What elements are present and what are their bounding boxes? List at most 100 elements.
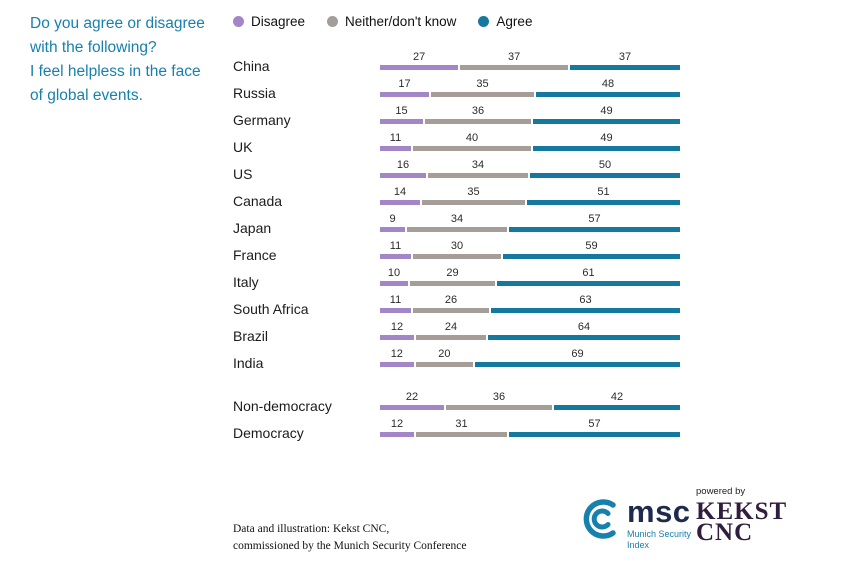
row-label: Germany [233,112,291,128]
legend-dot-disagree-icon [233,16,244,27]
bar-segment-neither: 37 [460,51,570,70]
value-label: 49 [600,132,613,144]
chart-row: Germany 15 36 49 [233,105,680,128]
row-label: India [233,355,264,371]
row-bars: 22 36 42 [380,391,680,410]
msc-spiral-icon [583,499,616,539]
bar-fill [380,405,444,410]
bar-segment-disagree: 15 [380,105,425,124]
bar-segment-disagree: 11 [380,294,413,313]
bar-segment-agree: 57 [509,418,680,437]
bar-fill [527,200,680,205]
row-bars: 12 20 69 [380,348,680,367]
chart-row: India 12 20 69 [233,348,680,371]
bar-fill [413,146,531,151]
bar-segment-disagree: 16 [380,159,428,178]
kekst-wordmark: KEKST CNC [696,498,788,546]
bar-fill [380,281,408,286]
value-label: 27 [412,51,426,63]
powered-by-label: powered by [696,486,746,497]
value-label: 11 [389,132,402,144]
value-label: 59 [585,240,598,252]
value-label: 40 [465,132,479,144]
bar-fill [509,432,680,437]
bar-segment-agree: 51 [527,186,680,205]
bar-segment-disagree: 12 [380,321,416,340]
chart-row: China 27 37 37 [233,51,680,74]
chart-row: South Africa 11 26 63 [233,294,680,317]
bar-fill [380,227,405,232]
bar-segment-agree: 64 [488,321,680,340]
bar-segment-neither: 30 [413,240,503,259]
bar-fill [533,146,680,151]
chart-row: Japan 9 34 57 [233,213,680,236]
row-bars: 27 37 37 [380,51,680,70]
bar-fill [428,173,528,178]
value-label: 36 [492,391,506,403]
row-label: China [233,58,270,74]
bar-segment-agree: 63 [491,294,680,313]
legend-label: Neither/don't know [345,14,457,29]
row-label: Non-democracy [233,398,332,414]
bar-segment-agree: 42 [554,391,680,410]
row-label: UK [233,139,253,155]
value-label: 17 [398,78,411,90]
bar-fill [380,65,459,70]
row-bars: 16 34 50 [380,159,680,178]
legend-dot-neither-icon [327,16,339,27]
bar-fill [533,119,680,124]
row-bars: 15 36 49 [380,105,680,124]
bar-fill [380,200,420,205]
chart-row: France 11 30 59 [233,240,680,263]
bar-segment-neither: 29 [410,267,497,286]
row-label: Italy [233,274,259,290]
bar-segment-disagree: 11 [380,132,413,151]
bar-fill [475,362,680,367]
legend-label: Agree [496,14,533,29]
bar-fill [380,146,411,151]
bar-segment-agree: 50 [530,159,680,178]
value-label: 26 [444,294,458,306]
row-bars: 17 35 48 [380,78,680,97]
value-label: 34 [450,213,464,225]
bar-segment-neither: 40 [413,132,533,151]
bar-segment-disagree: 12 [380,418,416,437]
value-label: 12 [390,348,403,360]
bar-segment-neither: 34 [428,159,530,178]
row-label: US [233,166,253,182]
value-label: 57 [588,213,601,225]
legend: Disagree Neither/don't know Agree [233,14,680,29]
bar-segment-disagree: 14 [380,186,422,205]
kekst-logo: powered by KEKST CNC [696,486,788,546]
chart-row: UK 11 40 49 [233,132,680,155]
question-line: Do you agree or disagree [30,15,205,32]
bar-segment-disagree: 22 [380,391,446,410]
bar-fill [446,405,552,410]
value-label: 42 [610,391,624,403]
bar-segment-agree: 57 [509,213,680,232]
row-bars: 10 29 61 [380,267,680,286]
bar-fill [503,254,680,259]
value-label: 14 [393,186,407,198]
stacked-bar-chart: Disagree Neither/don't know Agree China 2… [233,14,680,445]
legend-item-neither: Neither/don't know [327,14,456,29]
value-label: 24 [444,321,458,333]
value-label: 64 [577,321,591,333]
value-label: 22 [405,391,419,403]
bar-fill [413,308,489,313]
value-label: 10 [387,267,401,279]
bar-fill [380,362,414,367]
bar-fill [570,65,680,70]
value-label: 11 [389,294,402,306]
bar-fill [460,65,569,70]
row-bars: 11 26 63 [380,294,680,313]
source-note: Data and illustration: Kekst CNC, commis… [233,521,466,555]
bar-fill [413,254,501,259]
bar-segment-disagree: 9 [380,213,407,232]
bar-fill [415,362,474,367]
question-text: Do you agree or disagree with the follow… [30,12,240,108]
bar-segment-disagree: 10 [380,267,410,286]
chart-row: Democracy 12 31 57 [233,418,680,441]
row-bars: 12 24 64 [380,321,680,340]
source-line: Data and illustration: Kekst CNC, [233,523,390,535]
